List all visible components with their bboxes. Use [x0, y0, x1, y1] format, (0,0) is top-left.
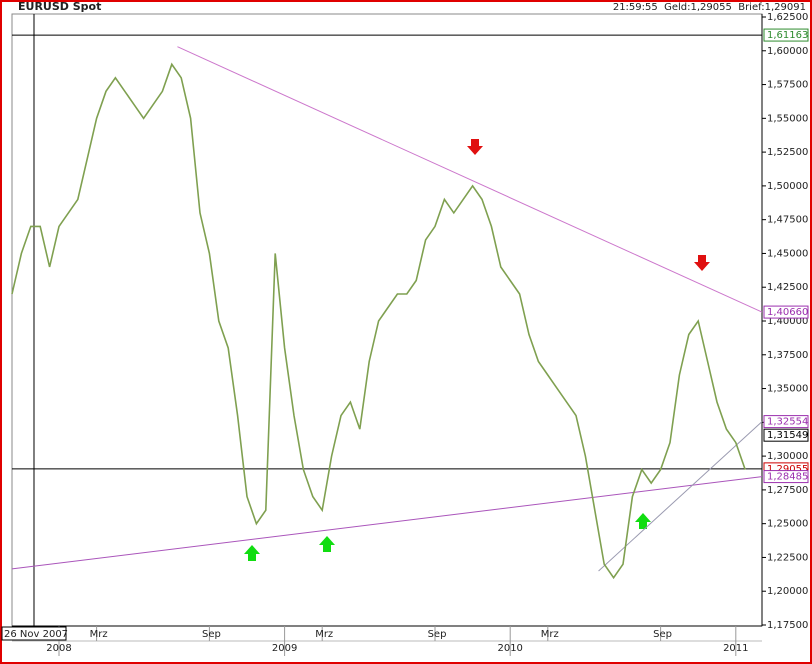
plot-area	[11, 13, 763, 627]
y-tick-label: 1,17500	[767, 620, 808, 631]
level-label: 1,29055	[767, 464, 808, 475]
x-tick-label: Mrz	[315, 629, 333, 640]
y-tick-label: 1,40000	[767, 316, 808, 327]
y-tick-label: 1,47500	[767, 215, 808, 226]
level-label-box	[763, 28, 809, 42]
crosshair-label-box	[1, 626, 67, 641]
y-tick-label: 1,20000	[767, 586, 808, 597]
y-tick-label: 1,27500	[767, 485, 808, 496]
x-tick-label: Mrz	[90, 629, 108, 640]
y-tick-label: 1,62500	[767, 12, 808, 23]
y-tick-label: 1,60000	[767, 46, 808, 57]
x-tick-label: Mrz	[541, 629, 559, 640]
level-label: 1,32554	[767, 417, 808, 428]
y-tick-label: 1,50000	[767, 181, 808, 192]
level-label-box	[763, 428, 809, 442]
level-label-box	[763, 305, 809, 319]
y-tick-label: 1,25000	[767, 519, 808, 530]
trendline	[177, 46, 763, 313]
x-tick-label: Sep	[428, 629, 447, 640]
level-label-box	[763, 470, 809, 484]
y-tick-label: 1,22500	[767, 552, 808, 563]
level-label: 1,28485	[767, 472, 808, 483]
down-arrow	[694, 255, 710, 271]
y-tick-label: 1,45000	[767, 248, 808, 259]
y-tick-label: 1,52500	[767, 147, 808, 158]
price-line	[11, 62, 746, 580]
trendline	[11, 476, 763, 570]
y-tick-label: 1,42500	[767, 282, 808, 293]
up-arrow	[319, 536, 335, 552]
arrows	[244, 139, 710, 561]
y-tick-label: 1,35000	[767, 384, 808, 395]
level-label-box	[763, 415, 809, 429]
x-tick-label: 2011	[723, 643, 748, 654]
x-tick-label: Sep	[653, 629, 672, 640]
chart-title: EURUSD Spot	[18, 0, 101, 13]
x-tick-label: 2009	[272, 643, 297, 654]
y-tick-label: 1,55000	[767, 113, 808, 124]
crosshair-label: 26 Nov 2007	[4, 629, 68, 640]
up-arrow	[635, 513, 651, 529]
y-tick-label: 1,37500	[767, 350, 808, 361]
x-tick-label: 2008	[46, 643, 71, 654]
up-arrow	[244, 545, 260, 561]
down-arrow	[467, 139, 483, 155]
status: 21:59:55 Geld:1,29055 Brief:1,29091	[613, 2, 806, 13]
y-tick-label: 1,30000	[767, 451, 808, 462]
x-tick-label: 2010	[497, 643, 522, 654]
y-tick-label: 1,57500	[767, 80, 808, 91]
level-label: 1,31549	[767, 430, 808, 441]
level-label: 1,40660	[767, 307, 808, 318]
x-tick-label: Sep	[202, 629, 221, 640]
level-label: 1,61163	[767, 30, 808, 41]
